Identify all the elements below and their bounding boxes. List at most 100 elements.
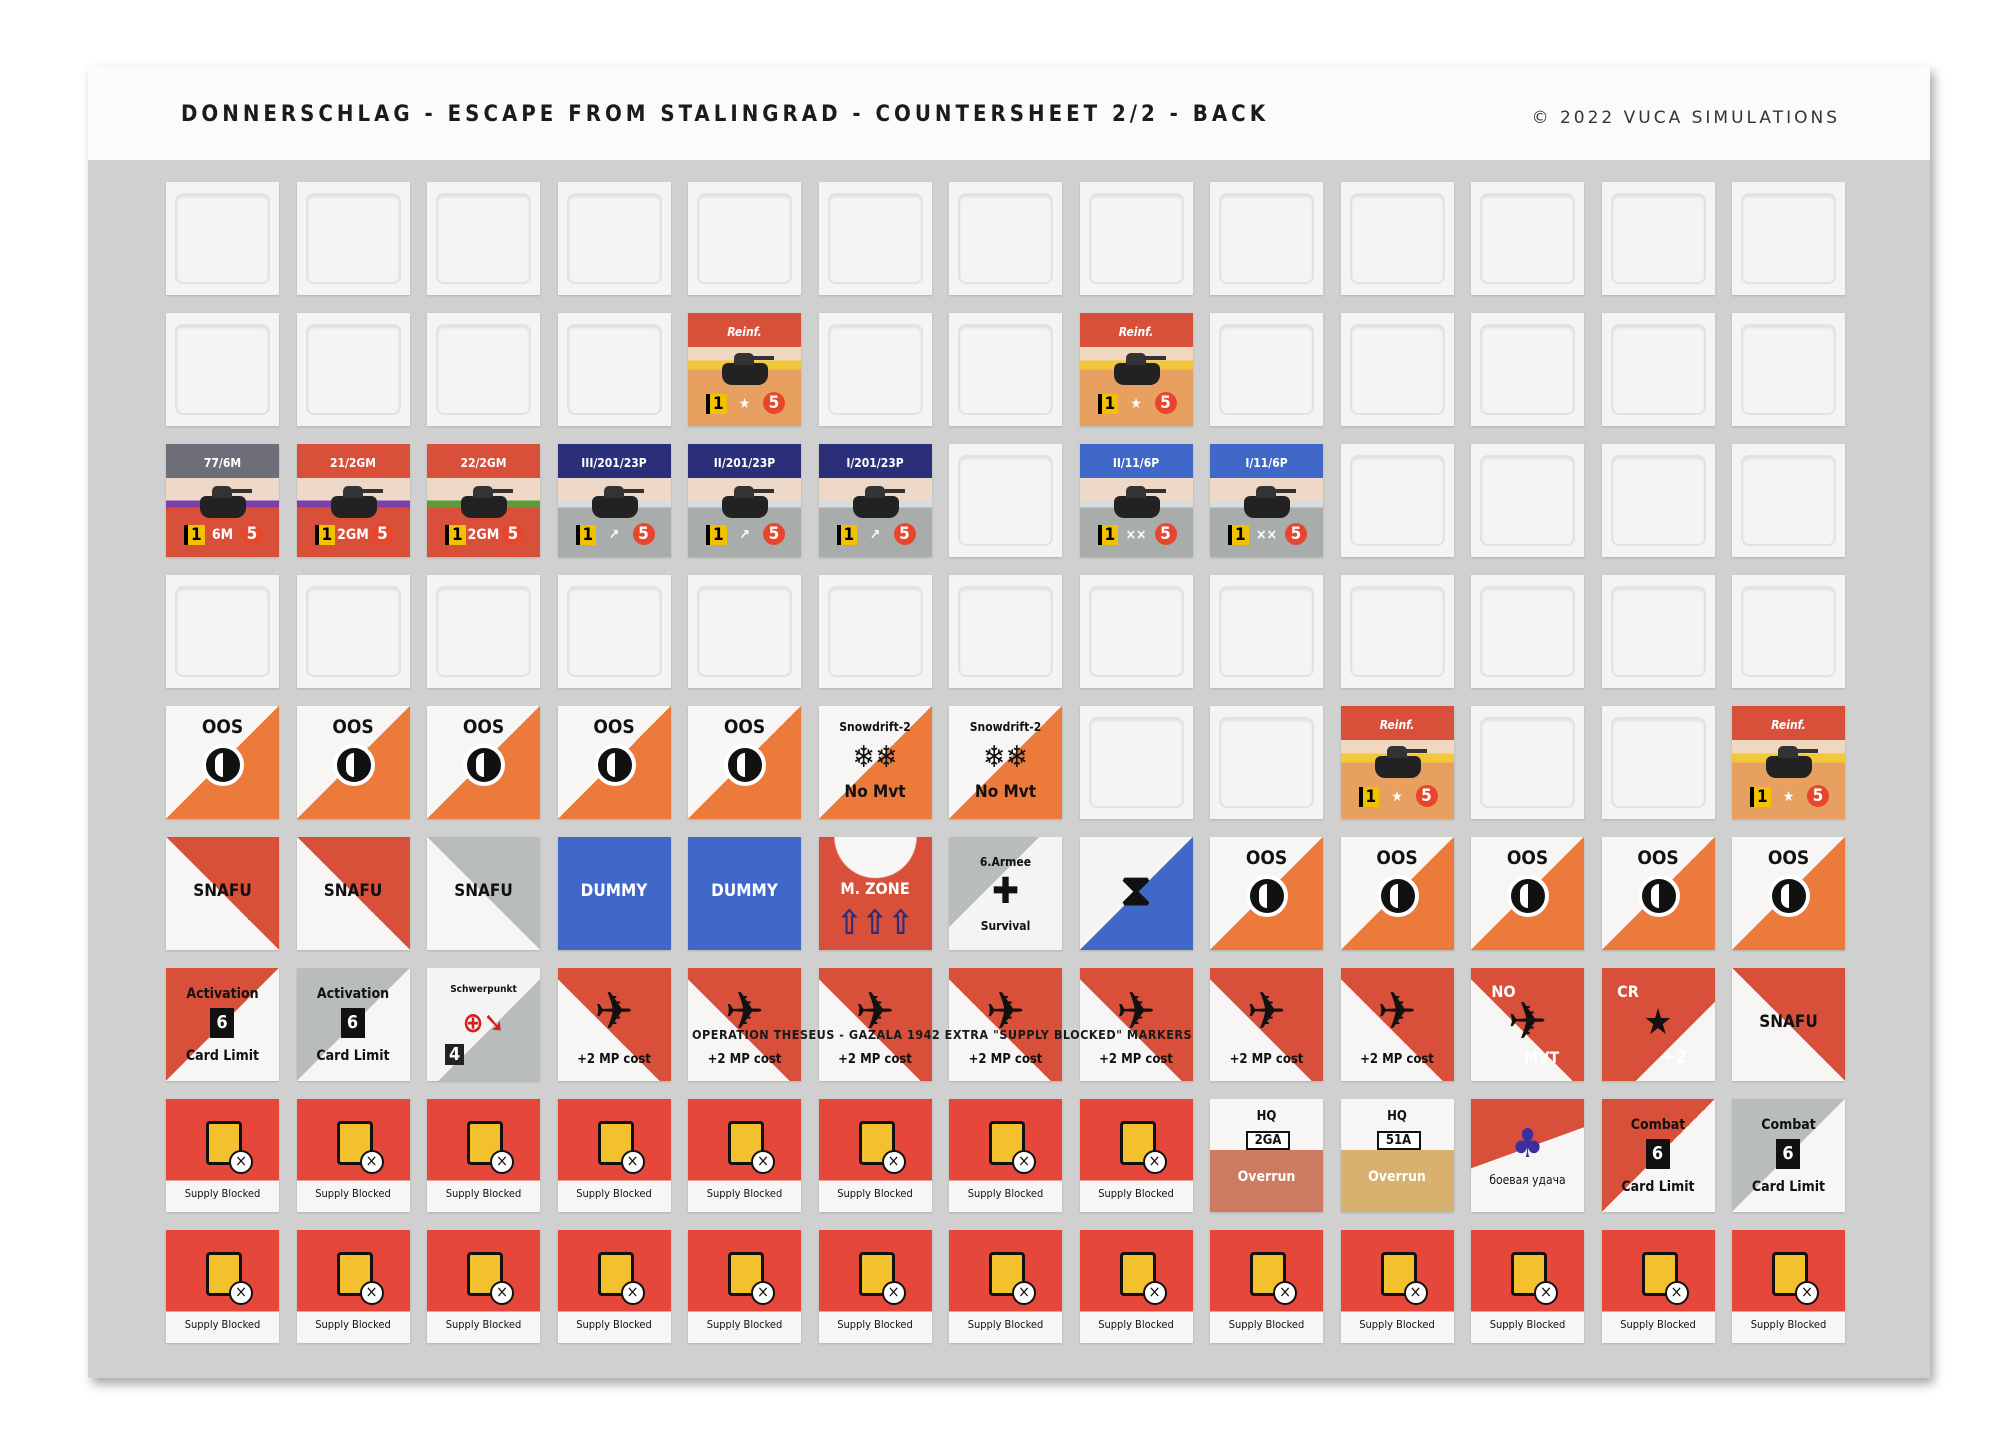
clover-icon: ♣	[1511, 1121, 1544, 1167]
counter-air[interactable]: ✈ +2 MP cost	[1340, 968, 1454, 1081]
counter-air[interactable]: ✈ +2 MP cost	[949, 968, 1062, 1081]
counter-hq[interactable]: HQ 51A Overrun	[1340, 1099, 1454, 1212]
counter-snafu[interactable]: SNAFU	[166, 837, 279, 950]
counter-unit[interactable]: II/201/23P 1 ↗ 5	[688, 444, 801, 557]
counter-limit[interactable]: Combat 6 Card Limit	[1732, 1099, 1845, 1212]
counter-dummy[interactable]: DUMMY	[688, 837, 801, 950]
supply-blocked-label: Supply Blocked	[445, 1318, 522, 1331]
counter-reinf[interactable]: Reinf. 1 ★ 5	[1340, 706, 1454, 819]
counter-oos[interactable]: OOS	[1732, 837, 1845, 950]
counter-snow[interactable]: Snowdrift-2 ❄❄ No Mvt	[818, 706, 932, 819]
counter-supply[interactable]: Supply Blocked	[949, 1099, 1062, 1212]
counter-hourglass[interactable]: ⧗	[1079, 837, 1193, 950]
counter-snafu[interactable]: SNAFU	[296, 837, 410, 950]
oos-label: OOS	[1245, 847, 1288, 869]
counter-supply[interactable]: Supply Blocked	[1210, 1230, 1323, 1343]
half-circle-icon	[1637, 875, 1680, 917]
counter-unit[interactable]: 21/2GM 1 2GM 5	[296, 444, 410, 557]
counter-supply[interactable]: Supply Blocked	[296, 1230, 410, 1343]
counter-blank	[949, 313, 1062, 426]
counter-survival[interactable]: 6.Armee ✚ Survival	[949, 837, 1062, 950]
counter-air[interactable]: ✈ +2 MP cost	[818, 968, 932, 1081]
counter-hq[interactable]: HQ 2GA Overrun	[1210, 1099, 1323, 1212]
counter-air[interactable]: ✈ +2 MP cost	[688, 968, 801, 1081]
no-movement-label: No Mvt	[974, 782, 1037, 802]
counter-supply[interactable]: Supply Blocked	[427, 1099, 540, 1212]
counter-supply[interactable]: Supply Blocked	[1340, 1230, 1454, 1343]
counter-reinf[interactable]: Reinf. 1 ★ 5	[1732, 706, 1845, 819]
counter-air[interactable]: ✈ +2 MP cost	[1079, 968, 1193, 1081]
counter-supply[interactable]: Supply Blocked	[1601, 1230, 1715, 1343]
counter-snafu[interactable]: SNAFU	[1732, 968, 1845, 1081]
counter-supply[interactable]: Supply Blocked	[1732, 1230, 1845, 1343]
counter-supply[interactable]: Supply Blocked	[557, 1230, 671, 1343]
aircraft-icon: ✈	[1377, 982, 1417, 1042]
counter-unit[interactable]: I/11/6P 1 ×× 5	[1210, 444, 1323, 557]
counter-supply[interactable]: Supply Blocked	[427, 1230, 540, 1343]
movement-value: 5	[1285, 523, 1307, 545]
counter-reinf[interactable]: Reinf. 1 ★ 5	[1079, 313, 1193, 426]
counter-schwer[interactable]: Schwerpunkt ⊕➘ 4	[427, 968, 540, 1081]
counter-supply[interactable]: Supply Blocked	[166, 1099, 279, 1212]
counter-limit[interactable]: Combat 6 Card Limit	[1601, 1099, 1715, 1212]
counter-limit[interactable]: Activation 6 Card Limit	[296, 968, 410, 1081]
counter-unit[interactable]: 22/2GM 1 2GM 5	[427, 444, 540, 557]
tank-icon	[591, 486, 644, 518]
counter-limit[interactable]: Activation 6 Card Limit	[166, 968, 279, 1081]
star-icon: ★	[738, 396, 751, 412]
counter-unit[interactable]: 77/6M 1 6M 5	[166, 444, 279, 557]
counter-air[interactable]: ✈ +2 MP cost	[1210, 968, 1323, 1081]
unit-designation: I/201/23P	[846, 456, 904, 470]
hq-unit: 51A	[1376, 1131, 1421, 1150]
half-circle-icon	[463, 744, 505, 786]
counter-snow[interactable]: Snowdrift-2 ❄❄ No Mvt	[949, 706, 1062, 819]
counter-supply[interactable]: Supply Blocked	[557, 1099, 671, 1212]
counter-snafu[interactable]: SNAFU	[427, 837, 540, 950]
counter-supply[interactable]: Supply Blocked	[1079, 1099, 1193, 1212]
counter-air[interactable]: ✈ +2 MP cost	[557, 968, 671, 1081]
attack-value: 1	[184, 525, 205, 545]
counter-supply[interactable]: Supply Blocked	[1079, 1230, 1193, 1343]
unit-designation: II/201/23P	[713, 456, 776, 470]
aircraft-icon: ✈	[1116, 982, 1156, 1042]
counter-oos[interactable]: OOS	[166, 706, 279, 819]
counter-reinf[interactable]: Reinf. 1 ★ 5	[688, 313, 801, 426]
unit-designation: 77/6M	[203, 456, 242, 470]
counter-oos[interactable]: OOS	[1601, 837, 1715, 950]
counter-oos[interactable]: OOS	[688, 706, 801, 819]
counter-luck[interactable]: ♣ боевая удача	[1471, 1099, 1584, 1212]
unit-designation: 22/2GM	[460, 456, 507, 470]
counter-grid: Reinf. 1 ★ 5 Reinf. 1 ★ 5 77/6M 1 6M 5 21/2GM 1 2GM 5 22…	[166, 182, 1845, 1343]
counter-dummy[interactable]: DUMMY	[557, 837, 671, 950]
counter-oos[interactable]: OOS	[1210, 837, 1323, 950]
snowflake-icon: ❄❄	[982, 740, 1029, 775]
counter-mzone[interactable]: M. ZONE ⇧⇧⇧	[818, 837, 932, 950]
counter-blank	[1340, 444, 1454, 557]
unit-designation: I/11/6P	[1245, 456, 1288, 470]
counter-unit[interactable]: I/201/23P 1 ↗ 5	[818, 444, 932, 557]
survival-label: Survival	[980, 919, 1031, 933]
counter-oos[interactable]: OOS	[1471, 837, 1584, 950]
counter-cr[interactable]: CR ★ +2	[1601, 968, 1715, 1081]
aircraft-icon: ✈	[724, 982, 765, 1042]
counter-oos[interactable]: OOS	[557, 706, 671, 819]
counter-supply[interactable]: Supply Blocked	[296, 1099, 410, 1212]
counter-supply[interactable]: Supply Blocked	[1471, 1230, 1584, 1343]
counter-noair[interactable]: NO ✈ MVT	[1471, 968, 1584, 1081]
counter-blank	[1079, 706, 1193, 819]
counter-oos[interactable]: OOS	[296, 706, 410, 819]
counter-oos[interactable]: OOS	[1340, 837, 1454, 950]
counter-supply[interactable]: Supply Blocked	[688, 1230, 801, 1343]
tank-icon	[722, 486, 774, 518]
counter-oos[interactable]: OOS	[427, 706, 540, 819]
counter-supply[interactable]: Supply Blocked	[818, 1099, 932, 1212]
supply-blocked-label: Supply Blocked	[967, 1187, 1044, 1200]
counter-blank	[166, 575, 279, 688]
counter-supply[interactable]: Supply Blocked	[688, 1099, 801, 1212]
counter-supply[interactable]: Supply Blocked	[166, 1230, 279, 1343]
counter-unit[interactable]: III/201/23P 1 ↗ 5	[557, 444, 671, 557]
snowflake-icon: ❄❄	[852, 740, 898, 775]
counter-unit[interactable]: II/11/6P 1 ×× 5	[1079, 444, 1193, 557]
counter-supply[interactable]: Supply Blocked	[949, 1230, 1062, 1343]
counter-supply[interactable]: Supply Blocked	[818, 1230, 932, 1343]
